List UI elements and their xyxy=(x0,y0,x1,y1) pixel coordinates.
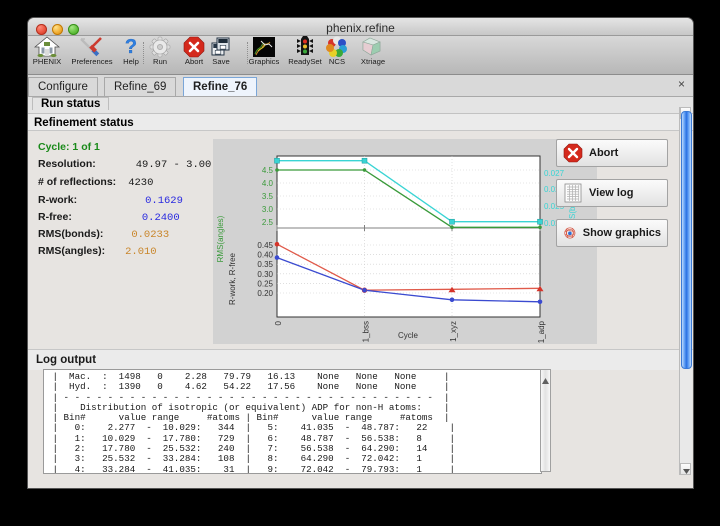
svg-text:?: ? xyxy=(125,36,137,58)
svg-text:3.5: 3.5 xyxy=(262,192,274,201)
svg-text:4.5: 4.5 xyxy=(262,166,274,175)
svg-text:1_xyz: 1_xyz xyxy=(449,321,458,342)
svg-text:0: 0 xyxy=(274,320,283,325)
svg-text:0.35: 0.35 xyxy=(257,260,273,269)
svg-text:0.45: 0.45 xyxy=(257,241,273,250)
svg-text:2.5: 2.5 xyxy=(262,218,274,227)
svg-text:4.0: 4.0 xyxy=(262,179,274,188)
svg-text:0.25: 0.25 xyxy=(257,279,273,288)
svg-text:RMS(angles): RMS(angles) xyxy=(216,215,225,262)
svg-text:R-work, R-free: R-work, R-free xyxy=(228,252,237,305)
svg-text:0.40: 0.40 xyxy=(257,251,273,260)
svg-text:Cycle: Cycle xyxy=(398,331,419,340)
svg-text:1_adp: 1_adp xyxy=(537,320,546,343)
svg-text:0.20: 0.20 xyxy=(257,289,273,298)
svg-text:1_bss: 1_bss xyxy=(362,321,371,342)
svg-text:3.0: 3.0 xyxy=(262,205,274,214)
svg-text:0.30: 0.30 xyxy=(257,270,273,279)
